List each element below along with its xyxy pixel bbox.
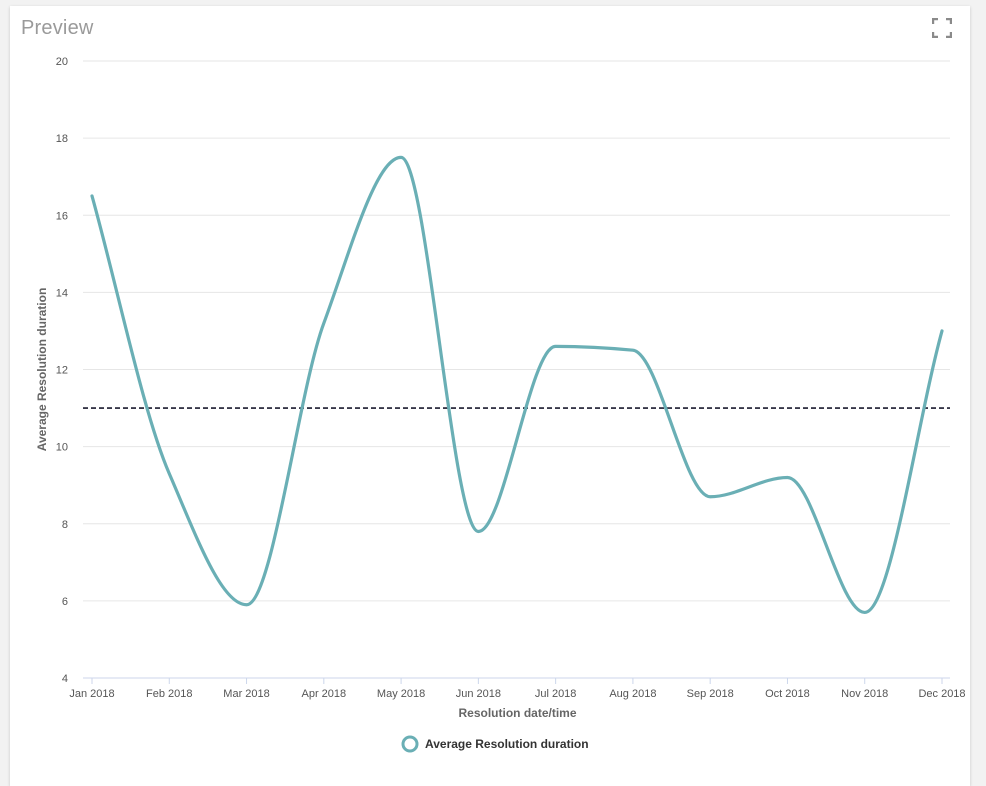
panel-title: Preview (21, 17, 94, 39)
x-tick-label: Aug 2018 (609, 688, 656, 700)
legend-label[interactable]: Average Resolution duration (425, 737, 589, 751)
y-axis-ticks: 4 6 8 10 12 14 16 18 20 (56, 56, 68, 685)
x-tick-label: Dec 2018 (918, 688, 965, 700)
fullscreen-icon[interactable] (931, 17, 953, 39)
legend-marker[interactable] (401, 735, 419, 753)
y-tick-label: 14 (56, 287, 68, 299)
x-tick-label: Jul 2018 (535, 688, 577, 700)
y-tick-label: 12 (56, 365, 68, 377)
grid-lines (83, 60, 950, 602)
x-tick-label: Feb 2018 (146, 688, 192, 700)
x-axis-title: Resolution date/time (458, 706, 576, 720)
x-tick-label: Jan 2018 (69, 688, 114, 700)
y-tick-label: 16 (56, 210, 68, 222)
series-line[interactable] (90, 155, 944, 615)
chart-panel: Preview (10, 6, 970, 786)
y-axis-title: Average Resolution duration (35, 288, 49, 452)
y-tick-label: 18 (56, 133, 68, 145)
x-axis-ticks: Jan 2018 Feb 2018 Mar 2018 Apr 2018 May 2018… (69, 678, 966, 700)
x-tick-label: Nov 2018 (841, 688, 888, 700)
x-tick-label: Apr 2018 (301, 688, 346, 700)
y-tick-label: 8 (62, 519, 68, 531)
y-tick-label: 10 (56, 442, 68, 454)
y-tick-label: 6 (62, 596, 68, 608)
x-tick-label: Mar 2018 (223, 688, 269, 700)
y-tick-label: 20 (56, 56, 68, 68)
x-tick-label: Jun 2018 (456, 688, 501, 700)
y-tick-label: 4 (62, 673, 68, 685)
x-tick-label: May 2018 (377, 688, 425, 700)
x-tick-label: Oct 2018 (765, 688, 810, 700)
x-tick-label: Sep 2018 (687, 688, 734, 700)
legend[interactable]: Average Resolution duration (401, 735, 589, 753)
